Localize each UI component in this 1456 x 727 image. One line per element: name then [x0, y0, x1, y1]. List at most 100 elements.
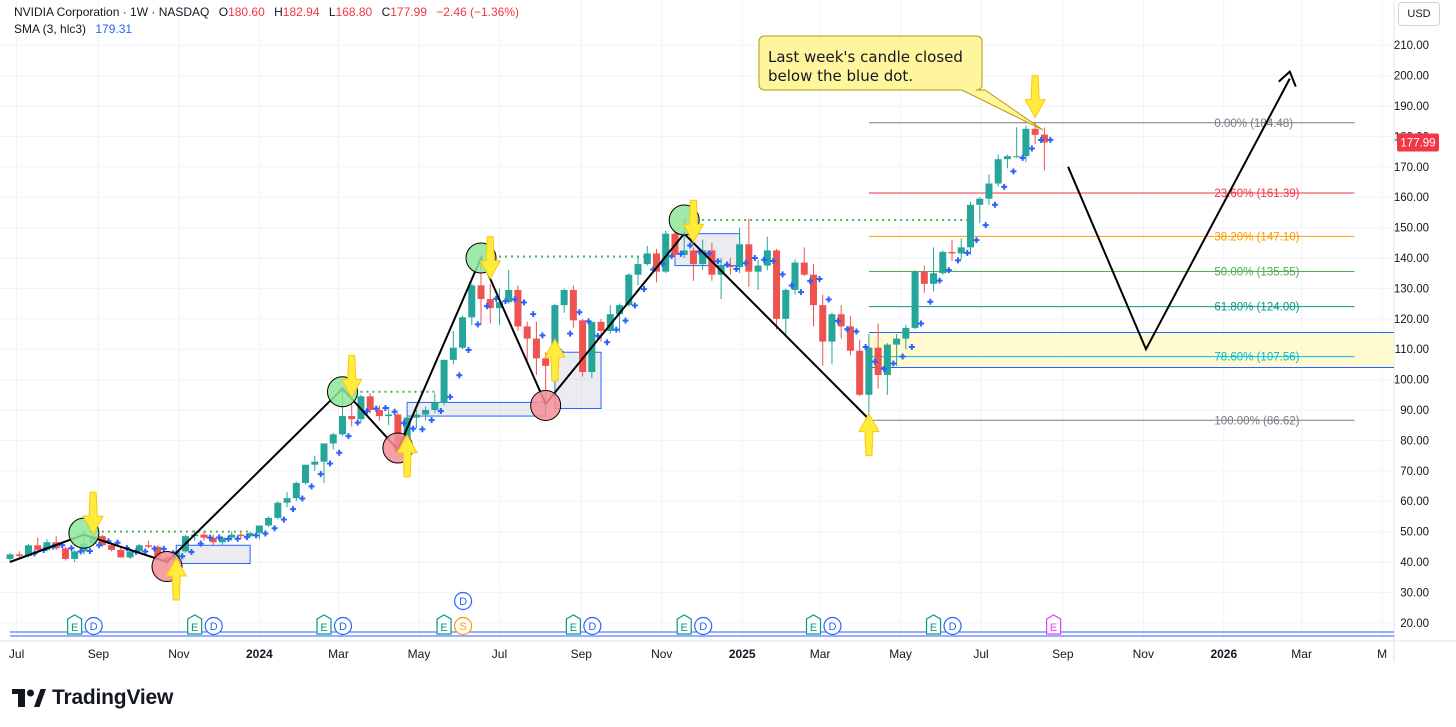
currency-button[interactable]: USD — [1398, 2, 1440, 26]
candle-body — [976, 198, 984, 205]
earnings-badge-label: E — [570, 622, 577, 634]
candle-body — [338, 416, 346, 435]
sma-marker — [382, 404, 389, 411]
price-tick-label: 160.00 — [1394, 192, 1429, 204]
candle-body — [782, 289, 790, 319]
candle-body — [542, 358, 550, 366]
candle-body — [745, 244, 753, 272]
sma-marker — [834, 317, 841, 324]
sma-marker — [945, 267, 952, 274]
sma-marker — [428, 417, 435, 424]
event-badge-label: D — [949, 621, 957, 633]
sma-marker — [474, 321, 481, 328]
earnings-badge — [316, 614, 332, 635]
candle-body — [699, 250, 707, 265]
up-arrow-icon — [396, 433, 418, 478]
annotation-callout-shape — [758, 35, 1044, 131]
price-tick-label: 200.00 — [1394, 71, 1429, 83]
candle-body — [228, 534, 236, 538]
sma-marker — [844, 326, 851, 333]
time-tick-label: May — [889, 647, 912, 661]
sma-marker — [779, 271, 786, 278]
up-arrow-icon — [544, 338, 566, 382]
down-arrow-icon — [82, 491, 104, 536]
time-tick-label: Jul — [492, 647, 507, 661]
sma-marker — [788, 282, 795, 289]
candle-body — [422, 410, 430, 415]
sma-marker — [714, 258, 721, 265]
candle-body — [689, 250, 697, 265]
candle-body — [837, 314, 845, 327]
consolidation-box — [674, 233, 741, 267]
sma-marker — [964, 249, 971, 256]
candle-body — [662, 233, 670, 272]
price-tick-label: 40.00 — [1400, 557, 1429, 569]
sma-marker — [419, 426, 426, 433]
earnings-badge-label: E — [71, 622, 78, 634]
sma-marker — [142, 548, 149, 555]
fib-level-label: 0.00% (184.48) — [1214, 118, 1293, 130]
candle-body — [218, 537, 226, 543]
sma-marker — [770, 258, 777, 265]
candle-body — [24, 545, 32, 556]
price-tick-label: 100.00 — [1394, 375, 1429, 387]
candle-body — [1031, 128, 1039, 135]
zigzag-line — [9, 232, 870, 564]
price-tick-label: 190.00 — [1394, 101, 1429, 113]
indicator-legend[interactable]: SMA (3, hlc3) 179.31 — [14, 22, 132, 36]
tradingview-logo[interactable]: TradingView — [12, 684, 173, 712]
candle-body — [800, 262, 808, 275]
fib-level-label: 23.60% (161.39) — [1214, 188, 1299, 200]
candle-body — [117, 549, 125, 558]
candle-body — [856, 350, 864, 395]
candle-body — [736, 244, 744, 268]
time-tick-label: Nov — [168, 647, 189, 661]
candle-body — [726, 265, 734, 268]
candle-body — [883, 344, 891, 376]
candle-body — [948, 251, 956, 254]
events: E D E D E D E SDE D E D E D E D E — [67, 591, 1062, 636]
fib-level-label: 78.60% (107.56) — [1214, 352, 1299, 364]
sma-marker — [705, 250, 712, 257]
annotation-text-line2: below the blue dot. — [768, 67, 913, 85]
sma-marker — [1047, 136, 1054, 143]
tradingview-logo-text: TradingView — [52, 686, 174, 709]
sma-marker — [677, 250, 684, 257]
projection-arrowhead — [1278, 69, 1297, 88]
sma-marker — [871, 358, 878, 365]
time-tick-label: M — [1377, 647, 1387, 661]
sma-marker — [456, 372, 463, 379]
sma-marker — [908, 344, 915, 351]
candle-body — [754, 265, 762, 272]
sma-marker — [391, 408, 398, 415]
swing-low-circle — [530, 389, 562, 421]
dividend-badge — [333, 616, 353, 636]
event-badge-label: S — [459, 621, 466, 633]
sma-marker — [179, 553, 186, 560]
close-value: C177.99 — [381, 5, 427, 19]
sma-marker — [299, 495, 306, 502]
earnings-badge-label: E — [810, 622, 817, 634]
candle-body — [366, 396, 374, 410]
candle-body — [385, 414, 393, 417]
time-tick-label: 2025 — [729, 647, 756, 661]
candle-body — [477, 285, 485, 300]
candle-body — [791, 262, 799, 290]
sma-marker — [308, 483, 315, 490]
candle-body — [311, 461, 319, 465]
candle-body — [200, 534, 208, 538]
candle-body — [874, 347, 882, 376]
sma-marker — [724, 261, 731, 268]
price-tick-label: 20.00 — [1400, 618, 1429, 630]
sma-marker — [1038, 136, 1045, 143]
candle-body — [763, 250, 771, 266]
time-tick-label: Mar — [1291, 647, 1312, 661]
time-tick-label: Sep — [571, 647, 593, 661]
dividend-badge — [823, 616, 842, 636]
earnings-badge-label: E — [191, 622, 198, 634]
candle-body — [680, 250, 688, 255]
candle-body — [625, 274, 633, 306]
sma-marker — [668, 253, 675, 260]
